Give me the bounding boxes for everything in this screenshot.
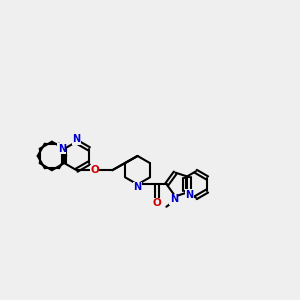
Text: N: N (58, 144, 66, 154)
Text: N: N (185, 190, 193, 200)
Text: N: N (170, 194, 178, 204)
Text: O: O (152, 198, 161, 208)
Text: N: N (73, 134, 81, 144)
Text: O: O (90, 165, 99, 175)
Text: N: N (134, 182, 142, 193)
